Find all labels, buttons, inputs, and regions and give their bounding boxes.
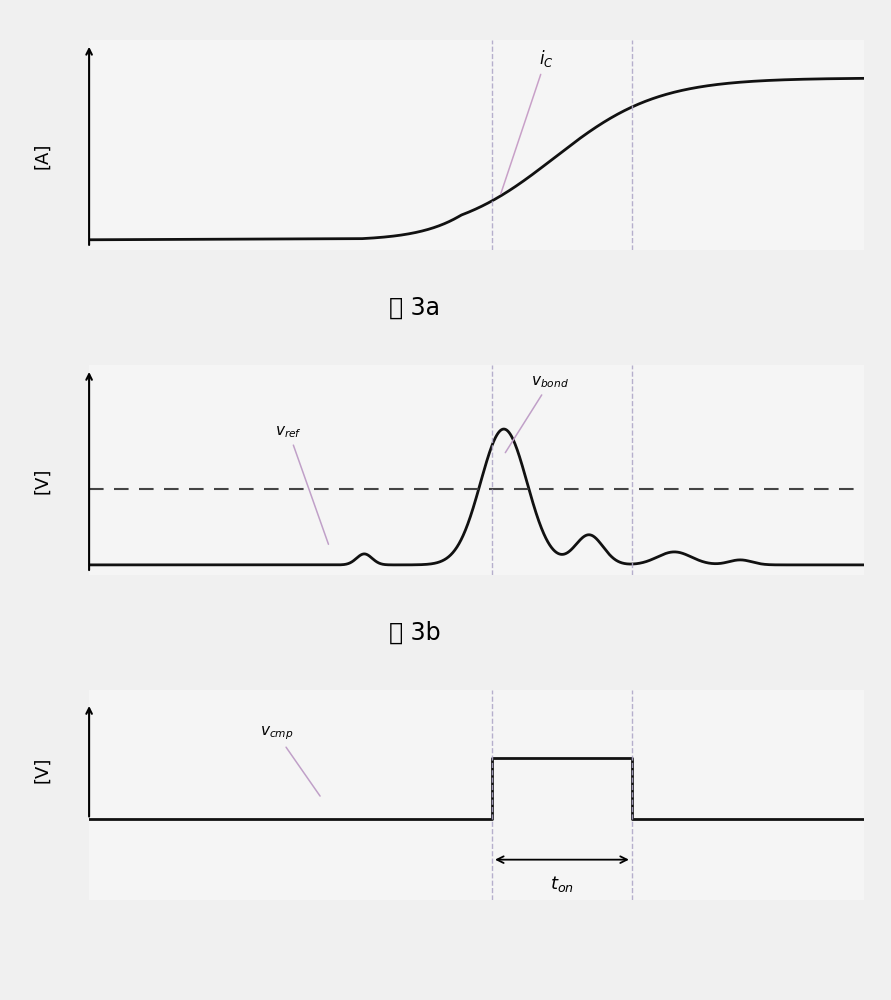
Text: $v_{bond}$: $v_{bond}$ [505, 374, 568, 453]
Text: $v_{ref}$: $v_{ref}$ [275, 424, 329, 544]
Text: [V]: [V] [34, 757, 52, 783]
Text: 图 3a: 图 3a [389, 296, 440, 320]
Text: $v_{cmp}$: $v_{cmp}$ [259, 725, 320, 796]
Text: $t_{on}$: $t_{on}$ [550, 874, 574, 894]
Text: [A]: [A] [34, 142, 52, 169]
Text: 图 3b: 图 3b [388, 621, 440, 645]
Text: $i_C$: $i_C$ [501, 48, 553, 194]
Text: [V]: [V] [34, 467, 52, 494]
